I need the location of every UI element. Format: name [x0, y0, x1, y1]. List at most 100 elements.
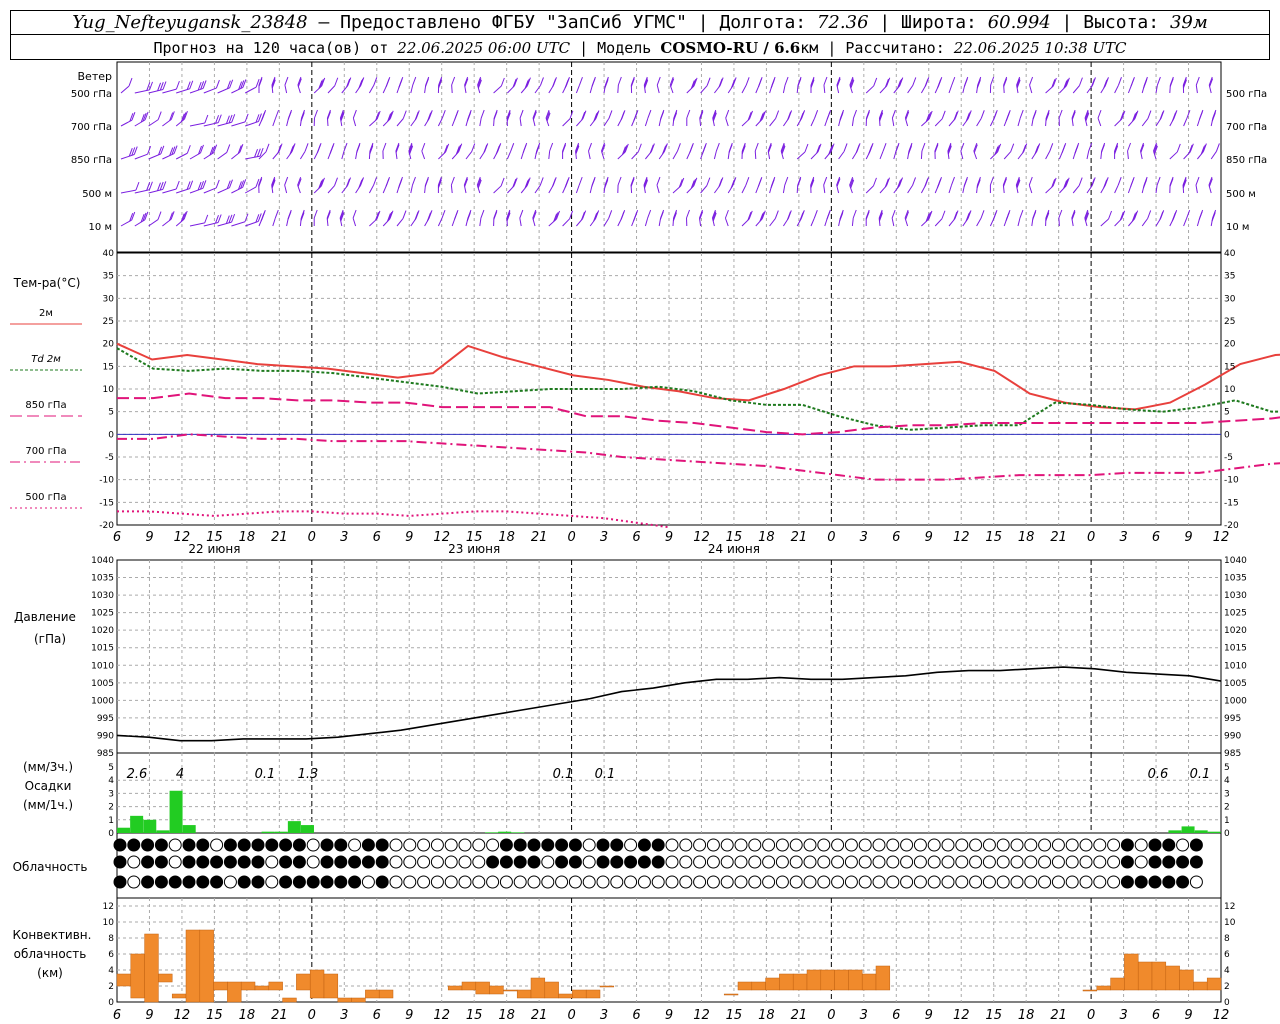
cloud-circle [210, 855, 224, 869]
wind-barb-flag [339, 209, 344, 219]
wind-barb-flag [912, 77, 917, 86]
y-tick-label-left: -20 [99, 521, 114, 531]
station-name: Yug_Nefteyugansk_23848 [72, 12, 308, 33]
cloud-circle [734, 855, 748, 869]
wind-barb-flag [897, 178, 902, 188]
wind-barb-flag [1063, 80, 1068, 89]
wind-barb-staff [865, 185, 874, 194]
cloud-circle [154, 838, 168, 852]
wind-barb-flag [228, 214, 233, 224]
wind-barb-flag [240, 80, 245, 89]
cloud-circle [1024, 838, 1038, 852]
conv-bar [144, 933, 159, 1003]
cloud-circle [1093, 855, 1107, 869]
y-tick-label-right: 20 [1224, 340, 1236, 350]
wind-barb-flag [701, 145, 706, 155]
wind-barb-flag [495, 145, 500, 155]
cloud-circle [237, 855, 251, 869]
y-tick-label-left: 25 [103, 317, 114, 327]
wind-barb-flag [257, 213, 262, 222]
wind-barb-flag [271, 79, 276, 89]
cloud-circle [334, 875, 348, 889]
wind-barb-staff [1169, 151, 1178, 160]
x-tick-label-bottom: 3 [340, 1008, 348, 1023]
wind-barb-flag [238, 81, 243, 90]
wind-barb-flag [1019, 109, 1024, 119]
wind-barb-flag [197, 181, 202, 191]
wind-barb-flag [787, 111, 792, 121]
wind-barb-flag [1016, 178, 1021, 187]
wind-barb-flag [976, 79, 981, 89]
wind-barb-flag [1078, 177, 1083, 186]
wind-barb-flag [1028, 176, 1033, 186]
cloud-circle [1079, 855, 1093, 869]
wind-barb-flag [375, 212, 379, 221]
cloud-circle [127, 838, 141, 852]
wind-barb-flag [313, 209, 318, 219]
cloud-circle [486, 875, 500, 889]
wind-barb-flag [936, 79, 941, 89]
cloud-circle [237, 838, 251, 852]
forecast-prefix: Прогноз на 120 часа(ов) от [153, 39, 398, 57]
wind-barb-flag [1209, 78, 1214, 87]
wind-barb-staff [162, 188, 177, 194]
conv-bar [1165, 965, 1180, 991]
wind-barb-flag [319, 179, 324, 188]
wind-level-label-right: 850 гПа [1226, 155, 1267, 166]
conv-bar [323, 973, 339, 999]
wind-barb-flag [149, 81, 153, 91]
y-tick-label-right: 0 [1224, 430, 1230, 440]
wind-barb-flag [973, 142, 978, 152]
wind-barb-flag [954, 110, 959, 119]
y-tick-label-right: 4 [1224, 776, 1230, 786]
wind-barb-flag [780, 142, 785, 152]
wind-barb-flag [1015, 176, 1020, 186]
wind-barb-staff [352, 117, 357, 127]
wind-barb-flag [781, 144, 786, 153]
wind-barb-flag [749, 110, 753, 120]
wind-barb-flag [976, 179, 981, 189]
wind-barb-flag [274, 209, 279, 219]
cloud-circle [679, 855, 693, 869]
precip-bar [1181, 826, 1195, 833]
wind-barb-flag [157, 82, 162, 91]
wind-barb-staff [368, 85, 375, 94]
wind-barb-flag [128, 148, 133, 157]
wind-barb-flag [1005, 112, 1010, 122]
wind-barb-flag [170, 211, 175, 220]
wind-barb-flag [643, 76, 648, 86]
wind-barb-flag [238, 181, 242, 190]
x-tick-label: 21 [271, 530, 288, 545]
wind-barb-flag [314, 109, 318, 119]
cloud-circle [486, 838, 500, 852]
cloud-circle [361, 855, 375, 869]
precip-annotation: 0.1 [595, 767, 616, 782]
cloud-circle [334, 855, 348, 869]
wind-barb-flag [1182, 178, 1187, 187]
wind-barb-flag [512, 178, 517, 188]
pressure-title: Давление [14, 610, 76, 624]
cloud-circle [499, 875, 513, 889]
wind-barb-flag [180, 213, 185, 222]
wind-barb-flag [1052, 77, 1057, 87]
y-tick-label-right: 985 [1224, 749, 1241, 759]
wind-barb-staff [244, 186, 257, 194]
wind-barb-flag [730, 180, 735, 189]
wind-barb-flag [601, 142, 605, 152]
wind-barb-flag [1140, 142, 1144, 152]
wind-barb-flag [388, 111, 393, 121]
wind-barb-flag [898, 78, 903, 88]
wind-barb-flag [872, 177, 877, 187]
y-tick-label-right: 1005 [1224, 679, 1247, 689]
wind-barb-staff [284, 84, 288, 94]
wind-barb-flag [389, 110, 394, 119]
wind-barb-flag [408, 144, 413, 153]
conv-bar [296, 973, 311, 991]
wind-barb-flag [760, 211, 765, 221]
wind-barb-flag [204, 214, 209, 224]
cloud-circle [444, 855, 458, 869]
wind-barb-flag [899, 77, 904, 86]
y-tick-label-right: 995 [1224, 714, 1241, 724]
wind-barb-flag [552, 78, 557, 87]
wind-barb-flag [471, 143, 476, 152]
